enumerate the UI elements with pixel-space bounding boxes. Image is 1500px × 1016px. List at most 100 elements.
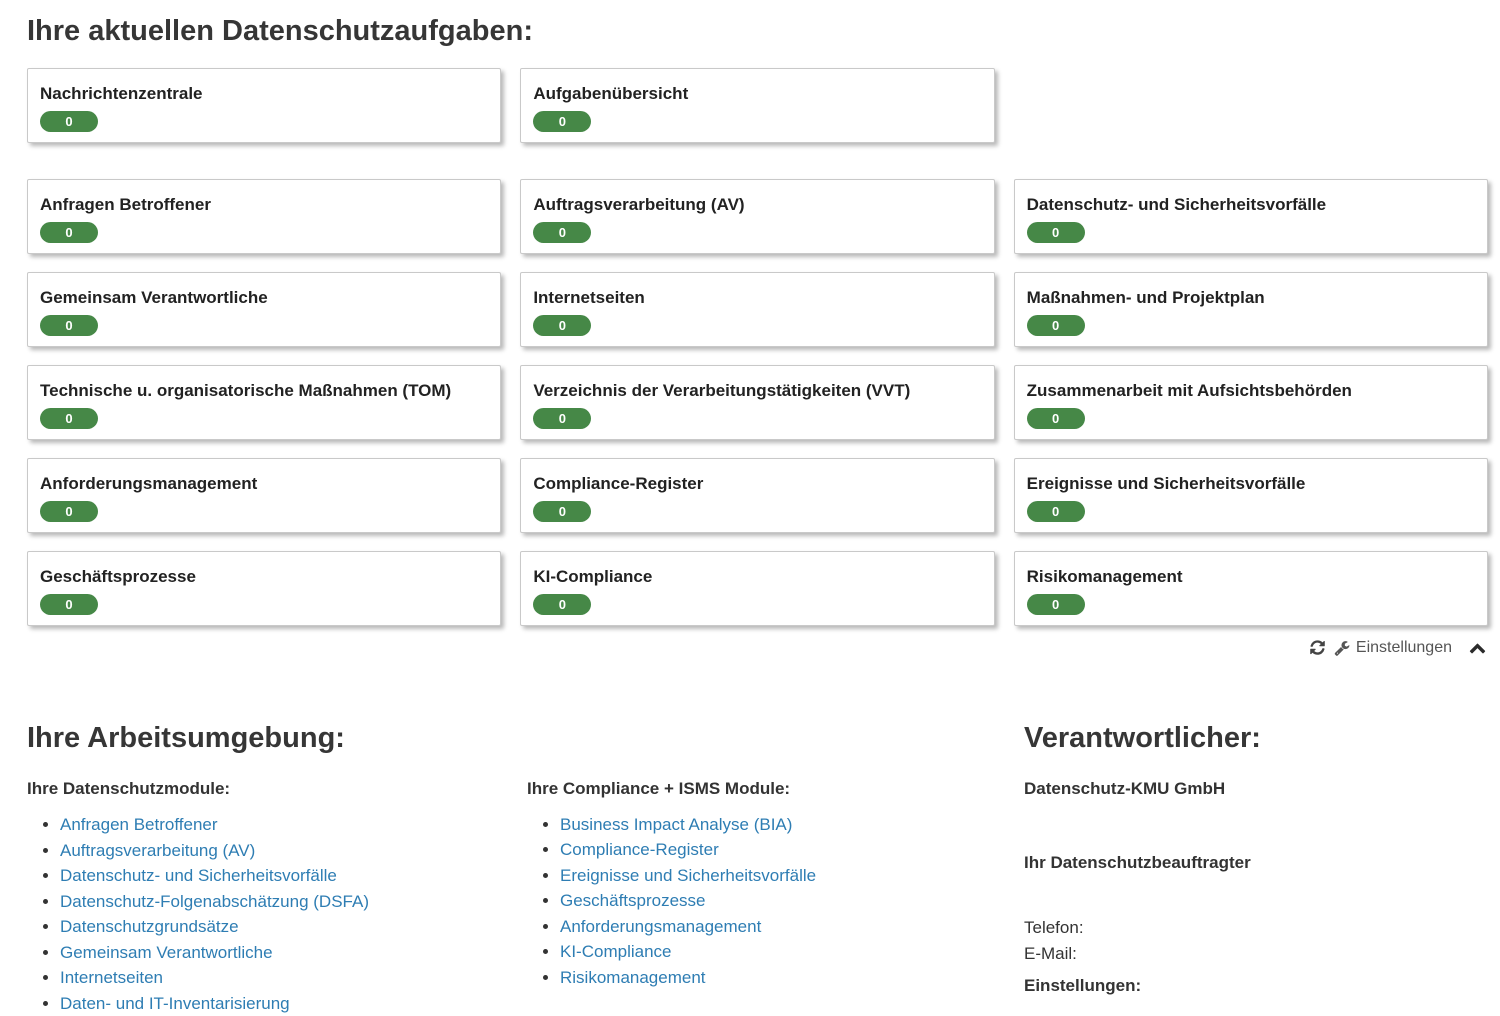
task-card[interactable]: Auftragsverarbeitung (AV) 0	[520, 178, 995, 254]
module-list-item: Geschäftsprozesse	[560, 888, 1024, 914]
card-title: Aufgabenübersicht	[533, 83, 689, 103]
task-card[interactable]: Anforderungsmanagement 0	[27, 457, 502, 533]
responsible-section-title: Verantwortlicher:	[1024, 721, 1261, 754]
count-badge: 0	[1026, 407, 1085, 429]
card-title: Ereignisse und Sicherheitsvorfälle	[1026, 473, 1306, 493]
module-list-item: Anfragen Betroffener	[60, 812, 527, 838]
count-badge: 0	[1026, 500, 1085, 522]
module-list-item: Compliance-Register	[560, 837, 1024, 863]
count-badge: 0	[533, 314, 592, 336]
responsible-column: Verantwortlicher: Datenschutz-KMU GmbH I…	[1024, 722, 1488, 1016]
top-cards-grid: Nachrichtenzentrale 0 Aufgabenübersicht 0	[27, 67, 1488, 143]
card-title: Internetseiten	[533, 287, 645, 307]
module-list-item: Anforderungsmanagement	[560, 914, 1024, 940]
card-title: Anfragen Betroffener	[40, 194, 211, 214]
card-title: Maßnahmen- und Projektplan	[1026, 287, 1265, 307]
module-link[interactable]: Geschäftsprozesse	[560, 891, 706, 911]
module-link[interactable]: Datenschutz-Folgenabschätzung (DSFA)	[60, 891, 369, 911]
module-link[interactable]: Internetseiten	[60, 968, 164, 988]
email-label: E-Mail:	[1024, 943, 1077, 963]
task-card[interactable]: Risikomanagement 0	[1013, 550, 1488, 626]
module-link[interactable]: Ereignisse und Sicherheitsvorfälle	[560, 865, 817, 885]
module-link[interactable]: Anfragen Betroffener	[60, 815, 218, 835]
module-link[interactable]: Gemeinsam Verantwortliche	[60, 942, 273, 962]
count-badge: 0	[40, 221, 98, 243]
count-badge: 0	[40, 110, 98, 132]
card-title: Auftragsverarbeitung (AV)	[533, 194, 745, 214]
count-badge: 0	[1026, 593, 1085, 615]
module-list-item: Datenschutz-Folgenabschätzung (DSFA)	[60, 889, 527, 915]
wrench-icon	[1334, 640, 1350, 656]
task-card[interactable]: Datenschutz- und Sicherheitsvorfälle 0	[1013, 178, 1488, 254]
card-title: Geschäftsprozesse	[40, 566, 196, 586]
task-card[interactable]: Aufgabenübersicht 0	[520, 67, 995, 143]
dpo-label: Ihr Datenschutzbeauftragter	[1024, 853, 1251, 873]
task-card[interactable]: Technische u. organisatorische Maßnahmen…	[27, 364, 502, 440]
card-title: KI-Compliance	[533, 566, 653, 586]
module-link[interactable]: KI-Compliance	[560, 942, 672, 962]
card-title: Compliance-Register	[533, 473, 704, 493]
module-link[interactable]: Auftragsverarbeitung (AV)	[60, 840, 256, 860]
count-badge: 0	[533, 110, 592, 132]
count-badge: 0	[533, 500, 592, 522]
module-link[interactable]: Risikomanagement	[560, 967, 706, 987]
module-list-item: Business Impact Analyse (BIA)	[560, 812, 1024, 838]
task-card[interactable]: KI-Compliance 0	[520, 550, 995, 626]
module-list-item: Daten- und IT-Inventarisierung	[60, 991, 527, 1016]
module-list-item: Gemeinsam Verantwortliche	[60, 940, 527, 966]
module-link[interactable]: Daten- und IT-Inventarisierung	[60, 993, 290, 1013]
task-card[interactable]: Gemeinsam Verantwortliche 0	[27, 271, 502, 347]
module-list-item: Datenschutzgrundsätze	[60, 914, 527, 940]
responsible-company: Datenschutz-KMU GmbH	[1024, 779, 1226, 799]
count-badge: 0	[533, 407, 592, 429]
card-title: Risikomanagement	[1026, 566, 1183, 586]
task-card[interactable]: Anfragen Betroffener 0	[27, 178, 502, 254]
module-link[interactable]: Business Impact Analyse (BIA)	[560, 814, 793, 834]
task-cards-grid: Anfragen Betroffener 0 Auftragsverarbeitun…	[27, 178, 1488, 626]
count-badge: 0	[40, 593, 98, 615]
module-link[interactable]: Anforderungsmanagement	[560, 916, 762, 936]
count-badge: 0	[533, 593, 592, 615]
card-title: Nachrichtenzentrale	[40, 83, 203, 103]
count-badge: 0	[1026, 314, 1085, 336]
task-card[interactable]: Internetseiten 0	[520, 271, 995, 347]
module-link[interactable]: Datenschutzgrundsätze	[60, 917, 239, 937]
count-badge: 0	[40, 314, 98, 336]
task-card[interactable]: Ereignisse und Sicherheitsvorfälle 0	[1013, 457, 1488, 533]
compliance-column: Ihre Compliance + ISMS Module: Business …	[527, 722, 1024, 1016]
task-card[interactable]: Maßnahmen- und Projektplan 0	[1013, 271, 1488, 347]
card-title: Gemeinsam Verantwortliche	[40, 287, 268, 307]
compliance-modules-list: Business Impact Analyse (BIA) Compliance-…	[527, 812, 1024, 991]
responsible-settings-label: Einstellungen:	[1024, 976, 1142, 996]
task-card[interactable]: Nachrichtenzentrale 0	[27, 67, 502, 143]
datenschutz-modules-list: Anfragen Betroffener Auftragsverarbeitung…	[27, 812, 527, 1016]
dashboard-toolbar: Einstellungen	[27, 636, 1488, 660]
card-title: Anforderungsmanagement	[40, 473, 258, 493]
chevron-up-icon	[1469, 643, 1486, 654]
collapse-panel-button[interactable]	[1469, 639, 1486, 656]
settings-label: Einstellungen	[1355, 638, 1452, 656]
module-list-item: Datenschutz- und Sicherheitsvorfälle	[60, 863, 527, 889]
settings-button[interactable]: Einstellungen	[1334, 639, 1452, 657]
phone-label: Telefon:	[1024, 918, 1084, 938]
module-link[interactable]: Datenschutz- und Sicherheitsvorfälle	[60, 866, 337, 886]
task-card[interactable]: Zusammenarbeit mit Aufsichtsbehörden 0	[1013, 364, 1488, 440]
workspace-section-title: Ihre Arbeitsumgebung:	[27, 721, 345, 754]
module-list-item: Risikomanagement	[560, 965, 1024, 991]
card-title: Zusammenarbeit mit Aufsichtsbehörden	[1026, 380, 1352, 400]
card-title: Verzeichnis der Verarbeitungstätigkeiten…	[533, 380, 911, 400]
compliance-modules-title: Ihre Compliance + ISMS Module:	[527, 778, 791, 798]
task-card[interactable]: Geschäftsprozesse 0	[27, 550, 502, 626]
task-card[interactable]: Compliance-Register 0	[520, 457, 995, 533]
count-badge: 0	[40, 407, 98, 429]
bottom-section: Ihre Arbeitsumgebung: Ihre Datenschutzmo…	[27, 722, 1488, 1016]
task-card[interactable]: Verzeichnis der Verarbeitungstätigkeiten…	[520, 364, 995, 440]
count-badge: 0	[533, 221, 592, 243]
module-list-item: KI-Compliance	[560, 939, 1024, 965]
refresh-button[interactable]	[1309, 639, 1326, 656]
datenschutz-modules-title: Ihre Datenschutzmodule:	[27, 779, 231, 799]
module-list-item: Internetseiten	[60, 965, 527, 991]
module-list-item: Auftragsverarbeitung (AV)	[60, 838, 527, 864]
module-link[interactable]: Compliance-Register	[560, 840, 719, 860]
